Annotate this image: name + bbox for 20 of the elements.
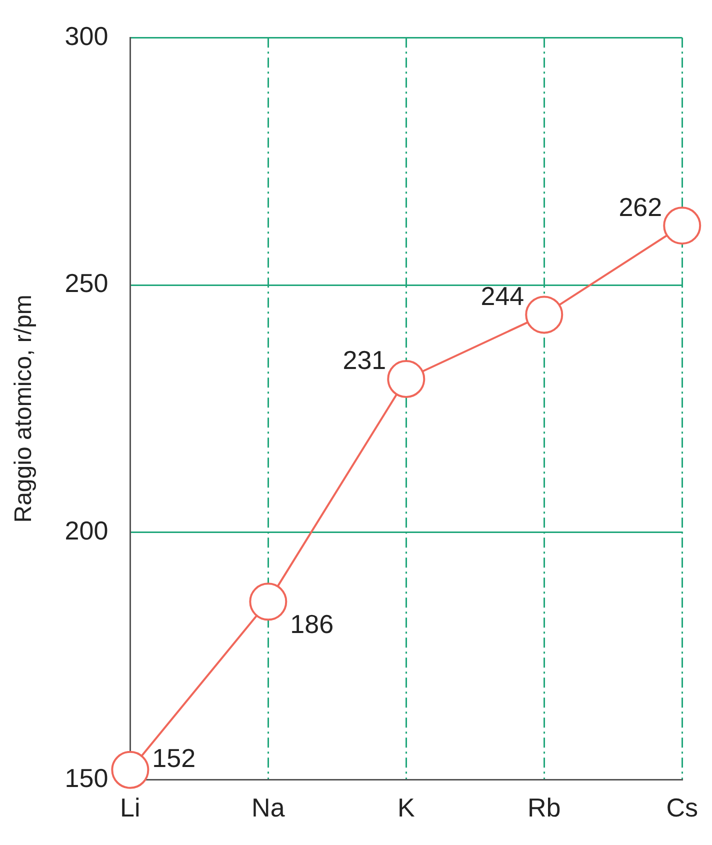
y-tick-label: 300 <box>64 20 108 51</box>
data-label: 231 <box>342 345 386 376</box>
y-tick-label: 250 <box>64 268 108 298</box>
x-tick-label: Na <box>252 792 286 823</box>
point <box>663 206 702 245</box>
point <box>249 582 288 621</box>
y-tick-label: 200 <box>64 516 108 546</box>
x-tick-label: Rb <box>528 792 561 823</box>
x-tick-label: K <box>397 792 416 823</box>
data-label: 244 <box>480 280 524 311</box>
point <box>387 360 426 398</box>
y-tick-label: 150 <box>64 762 108 793</box>
data-label: 186 <box>290 608 334 639</box>
point <box>525 296 564 334</box>
x-tick-label: Li <box>120 792 140 823</box>
x-tick-label: Cs <box>666 792 698 823</box>
data-label: 262 <box>618 192 662 222</box>
data-label: 152 <box>152 743 196 774</box>
point <box>111 750 150 789</box>
y-axis-title: Raggio atomico, r/pm <box>10 294 38 523</box>
